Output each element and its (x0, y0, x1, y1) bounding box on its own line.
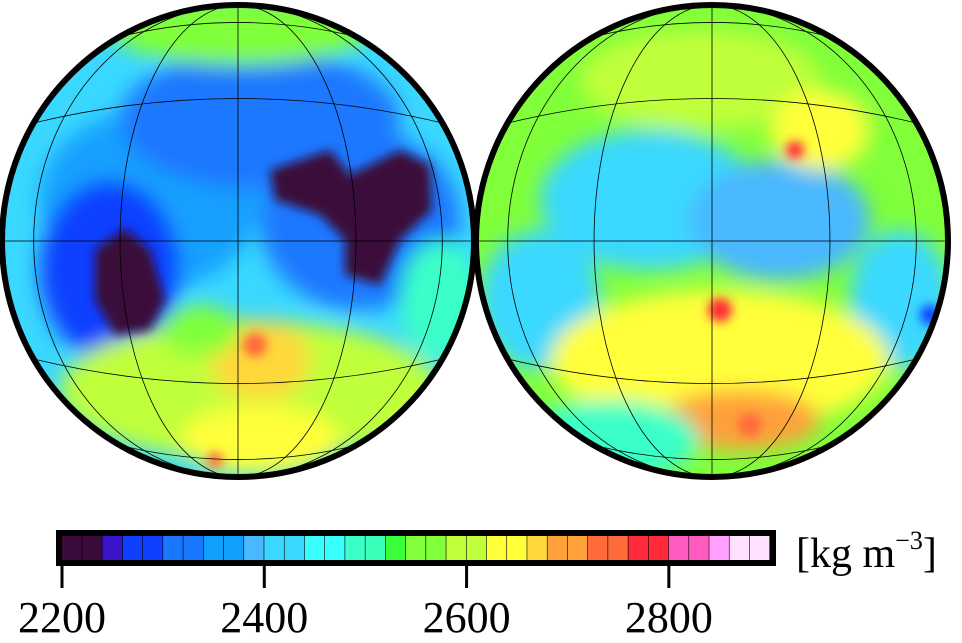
colorbar-cell (749, 536, 770, 560)
colorbar-cell (426, 536, 446, 560)
colorbar-unit-label: [kg m−3] (796, 526, 937, 577)
colorbar-cell (648, 536, 669, 560)
colorbar-cell (405, 536, 426, 560)
colorbar-tick-label: 2800 (624, 593, 713, 642)
colorbar-cell (183, 536, 203, 560)
colorbar-cell (345, 536, 365, 560)
colorbar-cell (729, 536, 750, 560)
colorbar-tick-label: 2600 (422, 593, 511, 642)
parallel-line (33, 98, 443, 124)
colorbar-cell (203, 536, 224, 560)
colorbar-cell (668, 536, 689, 560)
colorbar-cell (466, 536, 487, 560)
colorbar-cell (244, 536, 264, 560)
colorbar-cell (587, 536, 608, 560)
colorbar-cell (284, 536, 305, 560)
parallel-line (33, 358, 443, 384)
colorbar-tick-label: 2200 (18, 593, 106, 642)
parallel-line (507, 358, 917, 384)
colorbar-cell (163, 536, 183, 560)
colorbar-cell (709, 536, 729, 560)
colorbar-cell (385, 536, 406, 560)
graticule (2, 4, 948, 478)
colorbar-cell (304, 536, 325, 560)
colorbar-cell (102, 536, 123, 560)
colorbar-cell (365, 536, 386, 560)
colorbar-cell (527, 536, 547, 560)
colorbar-cell (628, 536, 649, 560)
colorbar-cell (82, 536, 102, 560)
colorbar-cell (122, 536, 143, 560)
colorbar (56, 530, 776, 588)
colorbar-cell (689, 536, 709, 560)
colorbar-cell (446, 536, 466, 560)
colorbar-cell (507, 536, 527, 560)
colorbar-cell (567, 536, 588, 560)
parallel-line (119, 22, 357, 38)
parallel-line (593, 444, 831, 460)
colorbar-tick-label: 2400 (220, 593, 309, 642)
colorbar-cell (264, 536, 284, 560)
colorbar-cell (142, 536, 163, 560)
colorbar-cell (608, 536, 628, 560)
colorbar-cell (486, 536, 507, 560)
colorbar-cell (324, 536, 345, 560)
parallel-line (593, 22, 831, 38)
right-hemisphere-outline (473, 2, 951, 480)
colorbar-cell (62, 536, 82, 560)
colorbar-cell (223, 536, 244, 560)
colorbar-cell (547, 536, 568, 560)
parallel-line (119, 444, 357, 460)
parallel-line (507, 98, 917, 124)
